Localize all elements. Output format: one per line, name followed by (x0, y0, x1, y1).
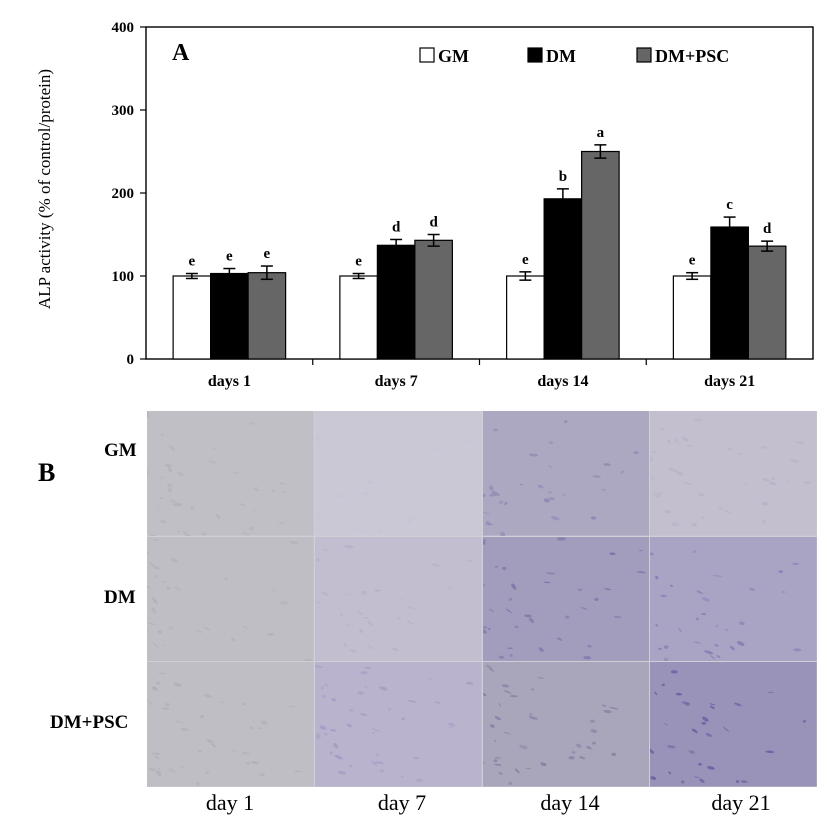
bar (506, 275, 545, 360)
micrograph-tile (482, 411, 650, 536)
bar (747, 245, 787, 360)
bar (210, 272, 249, 360)
significance-letter: d (392, 219, 401, 235)
bar (339, 275, 378, 360)
chart-axes: 0 100 200 300 400 days 1 days 7 days 14 days 21 (112, 20, 814, 390)
y-tick-label: 300 (112, 103, 135, 119)
error-bar (352, 272, 365, 280)
col-label-day14: day 14 (540, 790, 600, 815)
significance-letter: a (597, 125, 605, 141)
legend-swatch (636, 47, 652, 63)
significance-letter: e (264, 246, 271, 262)
error-bar (594, 144, 607, 159)
legend-item: GM (419, 46, 469, 66)
chart-legend: GM DM DM+PSC (419, 46, 729, 66)
significance-letter: e (522, 252, 529, 268)
micrograph-tile (314, 411, 482, 536)
y-tick-label: 100 (112, 269, 135, 285)
micrograph-grid (147, 411, 817, 787)
error-bar (686, 271, 699, 281)
significance-letter: d (429, 215, 438, 231)
significance-letter: e (355, 254, 362, 270)
micrograph-tile (147, 662, 314, 787)
error-bar (519, 271, 532, 281)
col-label-day21: day 21 (711, 790, 771, 815)
bar (581, 150, 620, 360)
y-tick-label: 0 (127, 352, 135, 368)
micrograph-tile (650, 536, 817, 662)
error-bar (390, 238, 403, 252)
y-axis-label: ALP activity (% of control/protein) (35, 69, 54, 309)
significance-letter: e (226, 249, 233, 265)
error-bar (185, 272, 198, 280)
bar (710, 226, 749, 360)
bar (247, 272, 287, 360)
error-bar (223, 267, 236, 280)
significance-letter: c (726, 197, 733, 213)
legend-swatch (527, 47, 543, 63)
x-tick-label: days 1 (208, 373, 251, 390)
significance-letter: e (189, 254, 196, 270)
error-bar (556, 188, 569, 210)
legend-swatch (419, 47, 435, 63)
y-tick-label: 200 (112, 186, 135, 202)
panel-b-letter: B (38, 458, 56, 487)
error-bar (260, 265, 273, 281)
micrograph-tile (650, 662, 817, 787)
col-label-day1: day 1 (205, 790, 255, 815)
x-tick-label: days 21 (704, 373, 755, 390)
bar (543, 198, 583, 360)
x-tick-label: days 7 (375, 373, 418, 390)
micrograph-tile (314, 662, 482, 787)
x-tick-label: days 14 (537, 373, 588, 390)
significance-letter: b (559, 169, 567, 185)
row-label-dm-psc: DM+PSC (50, 712, 129, 733)
bar (172, 275, 212, 360)
chart-bars: e e e e d d e b a e c d (172, 125, 787, 360)
bar (414, 239, 453, 360)
significance-letter: d (763, 221, 772, 237)
bar (672, 275, 712, 360)
micrograph-tile (314, 536, 482, 662)
micrograph-tile (147, 411, 314, 536)
error-bar (761, 240, 774, 252)
legend-label: DM (546, 46, 576, 66)
col-label-day7: day 7 (377, 790, 427, 815)
panel-a-letter: A (172, 40, 190, 66)
row-label-gm: GM (104, 440, 137, 461)
error-bar (427, 233, 440, 247)
micrograph-tile (482, 536, 650, 662)
micrograph-tile (482, 662, 650, 787)
error-bar (723, 216, 736, 238)
micrograph-tile (650, 411, 817, 536)
significance-letter: e (689, 253, 696, 269)
bar (376, 244, 416, 360)
row-label-dm: DM (104, 587, 136, 608)
legend-label: GM (438, 46, 469, 66)
legend-item: DM (527, 46, 576, 66)
micrograph-tile (147, 536, 314, 662)
legend-label: DM+PSC (655, 46, 729, 66)
legend-item: DM+PSC (636, 46, 729, 66)
y-tick-label: 400 (112, 20, 135, 36)
